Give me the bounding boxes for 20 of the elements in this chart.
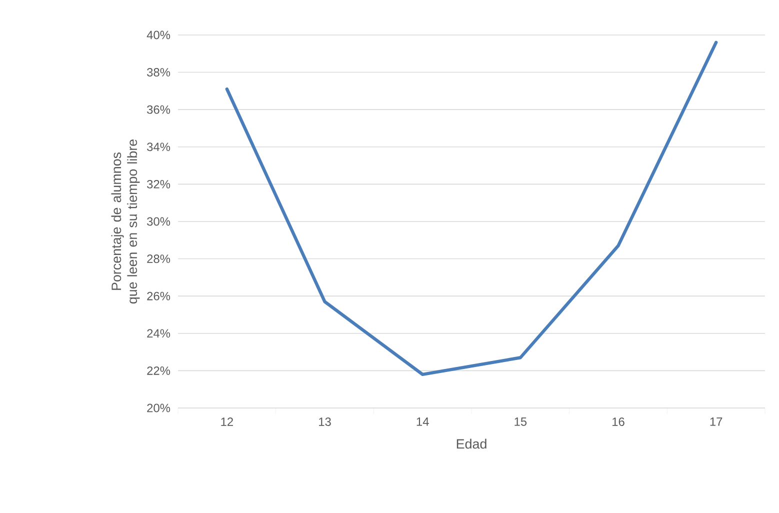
y-tick-label: 32% [147, 180, 170, 188]
x-tick-label: 13 [319, 418, 331, 426]
line-series [225, 40, 718, 376]
y-tick-label: 38% [147, 68, 170, 77]
x-axis-title: Edad [456, 438, 486, 449]
y-tick-label: 36% [147, 105, 170, 114]
y-tick-label: 34% [147, 142, 170, 152]
y-tick-label: 40% [146, 30, 170, 40]
y-tick-label: 30% [147, 217, 170, 226]
y-tick-label: 22% [147, 366, 170, 375]
y-tick-label: 24% [147, 329, 170, 338]
y-tick-label: 28% [147, 254, 170, 264]
x-tick-label: 12 [221, 418, 233, 426]
y-tick-label: 20% [147, 404, 170, 412]
x-tick-label: 14 [416, 418, 429, 426]
x-tick-label: 16 [612, 418, 624, 426]
y-axis-title: Porcentaje de alumnos que leen en su tiempo libre [111, 140, 140, 304]
x-tick-label: 17 [710, 418, 722, 426]
y-tick-label: 26% [147, 292, 170, 300]
x-tick-label: 15 [514, 418, 527, 426]
